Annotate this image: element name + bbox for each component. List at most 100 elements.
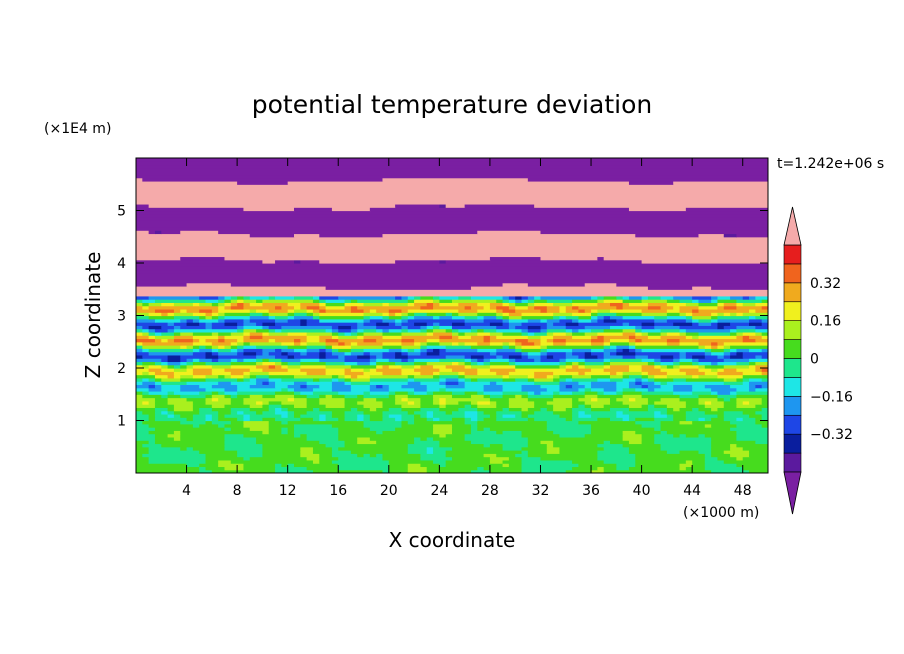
contour-cell: [540, 384, 561, 389]
contour-cell: [414, 374, 434, 379]
contour-cell: [445, 400, 459, 405]
contour-cell: [679, 368, 700, 372]
y-axis-title: Z coordinate: [81, 252, 105, 379]
contour-cell: [508, 305, 516, 310]
contour-cell: [388, 308, 403, 313]
contour-cell: [161, 230, 181, 235]
contour-cell: [559, 413, 573, 418]
contour-cell: [136, 404, 156, 408]
contour-cell: [628, 295, 643, 300]
contour-cell: [641, 381, 655, 386]
contour-cell: [249, 335, 263, 340]
contour-cell: [294, 207, 333, 212]
colorbar-segment: [783, 320, 802, 340]
contour-cell: [502, 308, 516, 313]
contour-cell: [477, 308, 497, 313]
contour-cell: [192, 302, 200, 307]
contour-cell: [508, 361, 516, 366]
contour-cell: [584, 358, 605, 363]
contour-cell: [401, 397, 409, 402]
contour-cell: [363, 404, 384, 408]
contour-cell: [224, 423, 245, 428]
contour-cell: [142, 420, 181, 425]
contour-cell: [527, 374, 535, 379]
contour-cell: [300, 341, 308, 346]
contour-cell: [591, 469, 605, 473]
contour-cell: [572, 417, 598, 422]
contour-cell: [755, 354, 763, 359]
contour-cell: [376, 440, 415, 445]
contour-cell: [312, 308, 320, 313]
contour-cell: [287, 345, 308, 349]
contour-cell: [344, 341, 352, 346]
contour-cell: [635, 325, 643, 330]
contour-cell: [186, 345, 194, 349]
contour-cell: [445, 463, 504, 468]
contour-cell: [136, 420, 143, 425]
contour-cell: [357, 354, 371, 359]
contour-cell: [136, 282, 188, 287]
contour-cell: [711, 423, 737, 428]
contour-cell: [426, 390, 434, 395]
contour-cell: [679, 364, 700, 369]
contour-cell: [591, 341, 605, 346]
contour-cell: [148, 351, 194, 356]
contour-cell: [376, 308, 390, 313]
contour-cell: [692, 463, 706, 468]
contour-cell: [249, 315, 270, 320]
contour-cell: [420, 371, 434, 376]
x-tick-label: 20: [380, 483, 398, 499]
contour-cell: [401, 315, 409, 320]
contour-cell: [477, 410, 485, 415]
contour-cell: [312, 315, 320, 320]
contour-cell: [256, 299, 263, 303]
contour-cell: [736, 351, 744, 356]
contour-cell: [660, 328, 681, 333]
contour-cell: [553, 354, 567, 359]
contour-cell: [515, 394, 523, 399]
contour-cell: [192, 407, 200, 412]
contour-cell: [666, 374, 693, 379]
contour-cell: [565, 305, 573, 310]
contour-cell: [357, 325, 377, 330]
contour-cell: [761, 354, 768, 359]
contour-cell: [527, 335, 542, 340]
contour-cell: [616, 345, 630, 349]
contour-cell: [161, 384, 181, 389]
contour-cell: [350, 345, 384, 349]
contour-cell: [136, 400, 143, 405]
contour-cell: [173, 308, 181, 313]
contour-cell: [154, 404, 175, 408]
contour-cell: [641, 358, 655, 363]
contour-cell: [148, 400, 156, 405]
contour-cell: [489, 358, 510, 363]
contour-cell: [433, 459, 447, 464]
contour-cell: [610, 341, 630, 346]
contour-cell: [300, 358, 320, 363]
contour-cell: [414, 387, 428, 392]
contour-cell: [534, 374, 548, 379]
contour-cell: [414, 322, 428, 326]
contour-cell: [281, 404, 295, 408]
contour-cell: [325, 302, 346, 307]
contour-cell: [761, 348, 768, 353]
contour-cell: [616, 390, 624, 395]
contour-cell: [578, 397, 592, 402]
contour-cell: [154, 230, 162, 235]
contour-cell: [357, 322, 365, 326]
contour-cell: [603, 459, 636, 464]
contour-cell: [458, 377, 466, 382]
contour-cell: [136, 249, 768, 254]
x-tick-label: 44: [683, 483, 701, 499]
contour-cell: [148, 305, 219, 310]
contour-cell: [275, 381, 295, 386]
contour-cell: [319, 259, 396, 264]
contour-cell: [350, 377, 371, 382]
contour-cell: [502, 302, 510, 307]
contour-cell: [211, 384, 238, 389]
contour-cell: [180, 430, 263, 435]
contour-cell: [749, 413, 763, 418]
contour-cell: [300, 384, 308, 389]
contour-cell: [180, 394, 207, 399]
contour-cell: [142, 377, 150, 382]
